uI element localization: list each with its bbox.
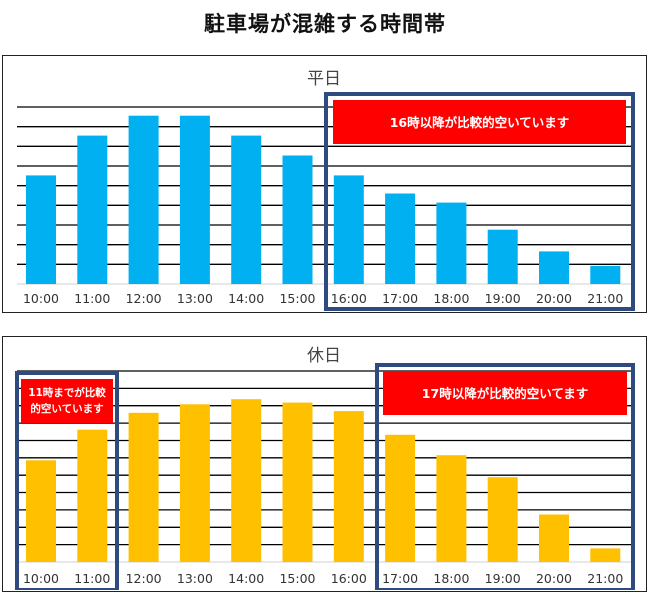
weekday-chart-title: 平日 <box>307 69 341 89</box>
holiday-bar <box>436 455 467 562</box>
holiday-callout-text: 的空いています <box>30 402 103 415</box>
holiday-x-tick-label: 10:00 <box>23 571 59 586</box>
weekday-highlight-frame <box>324 92 635 311</box>
holiday-highlight-frame <box>375 363 635 590</box>
holiday-chart: 10:00 11:00 12:00 13:00 14:00 15:00 16:00 17:00… <box>15 346 635 590</box>
holiday-bar <box>128 412 159 562</box>
holiday-highlight-frame <box>15 371 119 590</box>
holiday-x-tick-label: 15:00 <box>279 571 315 586</box>
weekday-bar <box>77 135 108 284</box>
weekday-x-tick-label: 18:00 <box>433 291 469 306</box>
weekday-x-tick-label: 19:00 <box>485 291 521 306</box>
page-title: 駐車場が混雑する時間帯 <box>204 12 446 36</box>
weekday-bar <box>385 193 416 284</box>
weekday-bar <box>179 115 210 284</box>
holiday-x-tick-label: 17:00 <box>382 571 418 586</box>
holiday-x-tick-label: 20:00 <box>536 571 572 586</box>
weekday-x-tick-label: 16:00 <box>331 291 367 306</box>
weekday-x-tick-label: 17:00 <box>382 291 418 306</box>
weekday-x-tick-label: 21:00 <box>587 291 623 306</box>
holiday-bar <box>487 477 518 562</box>
weekday-chart-panel: 10:00 11:00 12:00 13:00 14:00 15:00 16:00 17:00… <box>2 55 647 313</box>
weekday-x-tick-label: 20:00 <box>536 291 572 306</box>
weekday-x-tick-label: 12:00 <box>126 291 162 306</box>
holiday-x-tick-label: 14:00 <box>228 571 264 586</box>
holiday-x-tick-label: 21:00 <box>587 571 623 586</box>
holiday-x-tick-label: 19:00 <box>485 571 521 586</box>
weekday-chart: 10:00 11:00 12:00 13:00 14:00 15:00 16:00 17:00… <box>17 69 635 311</box>
holiday-bar <box>385 434 416 562</box>
holiday-x-tick-label: 18:00 <box>433 571 469 586</box>
weekday-x-tick-label: 13:00 <box>177 291 213 306</box>
weekday-bar <box>231 135 262 284</box>
holiday-bar <box>539 514 569 562</box>
holiday-bar <box>282 402 313 562</box>
holiday-bar <box>590 548 621 562</box>
holiday-x-tick-label: 16:00 <box>331 571 367 586</box>
holiday-bar <box>26 460 56 562</box>
weekday-bar <box>539 251 569 284</box>
weekday-bar <box>333 175 364 284</box>
holiday-callout-background <box>383 371 627 415</box>
weekday-bar <box>282 155 313 284</box>
holiday-x-tick-label: 13:00 <box>177 571 213 586</box>
weekday-bar <box>26 175 56 284</box>
weekday-x-tick-label: 11:00 <box>74 291 110 306</box>
weekday-bar <box>436 202 467 284</box>
holiday-x-tick-label: 12:00 <box>126 571 162 586</box>
weekday-bar <box>487 229 518 284</box>
holiday-bar <box>77 429 108 562</box>
weekday-x-tick-label: 14:00 <box>228 291 264 306</box>
holiday-callout-text: 11時までが比較 <box>28 386 106 399</box>
holiday-bar <box>333 411 364 562</box>
holiday-x-tick-label: 11:00 <box>74 571 110 586</box>
weekday-x-tick-label: 10:00 <box>23 291 59 306</box>
weekday-bar <box>590 265 621 284</box>
weekday-callout-background <box>333 100 626 144</box>
holiday-callout-background <box>21 379 113 423</box>
holiday-bar <box>179 404 210 562</box>
holiday-callout-text: 17時以降が比較的空いてます <box>422 386 588 401</box>
weekday-bar <box>128 115 159 284</box>
holiday-bar <box>231 399 262 562</box>
weekday-x-tick-label: 15:00 <box>279 291 315 306</box>
holiday-chart-title: 休日 <box>307 346 341 366</box>
holiday-chart-panel: 10:00 11:00 12:00 13:00 14:00 15:00 16:00 17:00… <box>2 336 647 592</box>
weekday-callout-text: 16時以降が比較的空いています <box>390 115 570 130</box>
